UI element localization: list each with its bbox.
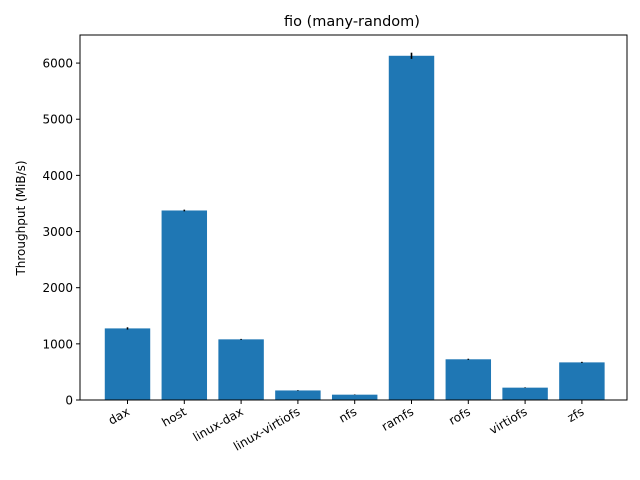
y-tick-label: 4000: [42, 169, 73, 183]
y-tick-label: 5000: [42, 113, 73, 127]
bar-dax: [104, 328, 151, 400]
x-tick-label: zfs: [565, 404, 587, 425]
bar-ramfs: [388, 55, 435, 400]
chart-title: fio (many-random): [284, 14, 420, 30]
bar-virtiofs: [502, 387, 548, 400]
bar-linux-virtiofs: [275, 390, 321, 400]
error-bars: [126, 52, 583, 395]
y-tick-label: 0: [65, 394, 73, 408]
y-tick-label: 1000: [42, 337, 73, 351]
x-tick-label: dax: [106, 404, 132, 427]
x-tick-label: nfs: [337, 404, 360, 425]
y-tick-label: 3000: [42, 225, 73, 239]
y-tick-label: 6000: [42, 57, 73, 71]
bar-zfs: [559, 362, 605, 400]
x-tick-label: virtiofs: [487, 404, 530, 437]
bar-rofs: [445, 359, 492, 400]
y-tick-label: 2000: [42, 281, 73, 295]
bar-nfs: [331, 394, 378, 400]
bar-linux-dax: [218, 339, 264, 400]
bars: [104, 55, 605, 400]
y-axis-ticks: 0 1000 2000 3000 4000 5000 6000: [42, 57, 80, 408]
y-axis-label: Throughput (MiB/s): [14, 160, 28, 276]
plot-frame: [79, 34, 628, 401]
bar-host: [161, 210, 208, 400]
x-tick-label: host: [159, 404, 189, 429]
x-tick-label: ramfs: [379, 404, 416, 433]
x-tick-label: rofs: [446, 404, 472, 427]
